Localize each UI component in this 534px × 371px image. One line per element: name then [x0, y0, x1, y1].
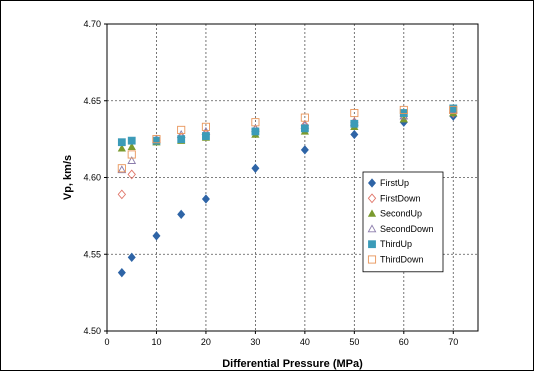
firstdown-point: [127, 169, 136, 180]
legend-label-firstdown: FirstDown: [380, 193, 421, 203]
x-axis-title: Differential Pressure (MPa): [222, 358, 363, 370]
x-tick-label: 70: [448, 337, 458, 347]
firstup-point: [251, 163, 260, 173]
x-tick-label: 20: [201, 337, 211, 347]
thirdup-point: [300, 124, 309, 133]
legend-marker-seconddown: [367, 224, 377, 233]
thirddown-point: [449, 105, 458, 115]
firstup-point: [117, 268, 126, 278]
thirddown-point: [399, 105, 408, 115]
seconddown-point: [117, 165, 127, 174]
y-tick-label: 4.50: [83, 326, 101, 336]
firstup-point: [177, 209, 186, 220]
legend-marker-firstup: [368, 178, 376, 188]
thirdup-point: [251, 127, 260, 136]
legend-label-thirdup: ThirdUp: [380, 239, 412, 249]
thirddown-point: [117, 164, 126, 173]
thirdup-point: [177, 135, 186, 144]
firstup-point: [201, 194, 210, 204]
x-tick-label: 40: [300, 337, 310, 347]
thirdup-point: [127, 136, 136, 145]
thirdup-point: [350, 119, 359, 128]
y-axis-title: Vp, km/s: [62, 155, 74, 200]
thirddown-point: [350, 108, 359, 118]
x-tick-label: 60: [399, 337, 409, 347]
thirddown-point: [127, 150, 136, 159]
legend-marker-secondup: [367, 209, 377, 217]
firstup-point: [350, 129, 359, 140]
legend-label-seconddown: SecondDown: [380, 224, 434, 234]
legend-marker-firstdown: [367, 193, 377, 204]
seconddown-point: [127, 156, 137, 164]
legend-label-thirddown: ThirdDown: [380, 255, 424, 265]
thirdup-point: [449, 104, 458, 113]
legend-marker-thirdup: [368, 240, 376, 249]
x-tick-label: 10: [151, 337, 161, 347]
thirddown-point: [251, 118, 260, 127]
y-tick-label: 4.65: [83, 96, 101, 106]
x-tick-label: 0: [104, 337, 109, 347]
legend-box: [362, 171, 444, 273]
thirdup-point: [152, 136, 161, 145]
thirddown-point: [152, 135, 161, 144]
y-tick-label: 4.60: [83, 173, 101, 183]
thirddown-point: [300, 113, 309, 122]
legend-marker-thirddown: [367, 255, 377, 264]
secondup-point: [117, 144, 126, 152]
firstup-point: [152, 231, 161, 241]
x-tick-label: 30: [250, 337, 260, 347]
thirddown-point: [201, 122, 210, 131]
firstdown-point: [117, 189, 127, 200]
thirdup-point: [202, 132, 210, 140]
y-tick-label: 4.70: [83, 19, 101, 29]
plot-border: [106, 23, 479, 332]
thirdup-point: [399, 109, 408, 117]
secondup-point: [127, 142, 136, 150]
legend-label-secondup: SecondUp: [380, 209, 422, 219]
y-tick-label: 4.55: [83, 249, 101, 259]
thirdup-point: [117, 138, 126, 147]
firstup-point: [127, 252, 136, 262]
thirddown-point: [177, 125, 186, 134]
x-tick-label: 50: [349, 337, 359, 347]
firstup-point: [300, 145, 309, 155]
legend-label-firstup: FirstUp: [380, 178, 409, 188]
